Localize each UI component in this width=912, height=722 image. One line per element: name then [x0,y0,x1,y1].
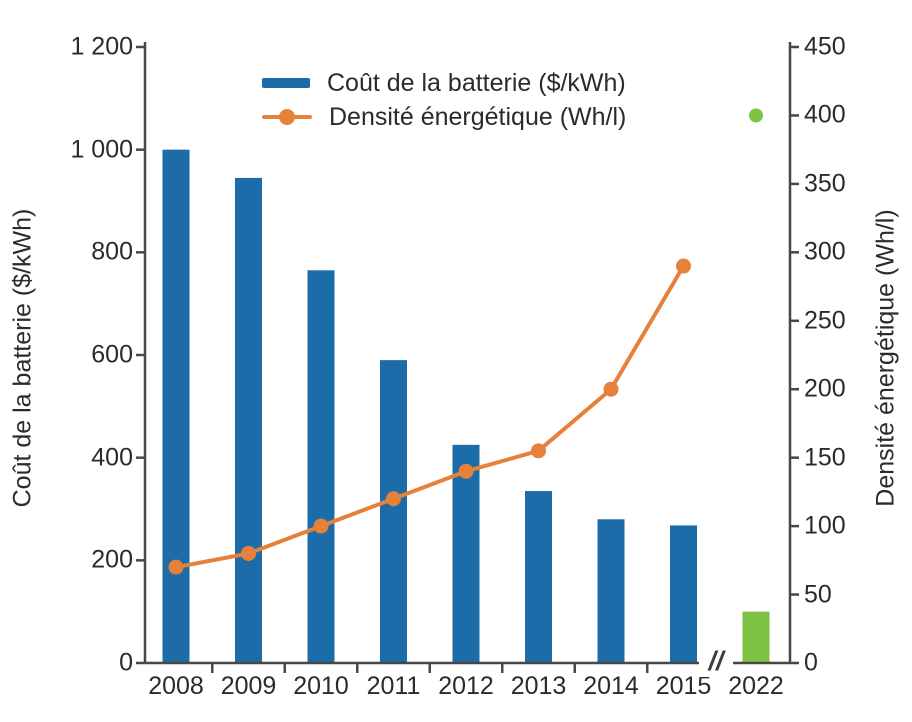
density-point-2013 [531,443,546,459]
left-axis-tick-label: 200 [91,545,133,574]
right-axis-tick-label: 200 [804,374,846,403]
right-axis-title: Densité énergétique (Wh/l) [871,209,900,507]
right-axis-tick-label: 450 [804,32,846,61]
legend: Coût de la batterie ($/kWh) Densité éner… [262,68,626,132]
x-axis-break-icon: // [699,645,733,677]
right-axis-tick-label: 250 [804,306,846,335]
density-point-2014 [603,381,619,397]
density-target-point-2022 [749,108,763,123]
left-axis-tick-label: 1 000 [70,135,133,164]
x-axis-label-2014: 2014 [583,672,639,700]
density-point-2015 [676,258,691,274]
right-axis-tick-label: 400 [804,100,846,129]
density-point-2008 [168,559,184,575]
density-line [175,265,686,570]
x-axis-label-2013: 2013 [510,672,567,700]
density-point-2009 [241,545,256,561]
cost-bar-2014 [597,519,625,663]
cost-bar-2008 [162,149,190,663]
density-point-2010 [313,518,329,534]
cost-target-bar-2022 [742,611,770,663]
legend-item-cost: Coût de la batterie ($/kWh) [262,68,626,98]
cost-bar-2015 [670,525,697,663]
right-axis-tick-label: 100 [804,511,846,540]
cost-bar-2010 [307,270,335,663]
density-point-2012 [458,463,474,479]
right-axis-tick-label: 0 [804,648,818,677]
cost-bar-2012 [452,444,480,663]
legend-density-dot-icon [279,109,295,125]
right-axis-tick-label: 150 [804,443,846,472]
legend-item-density: Densité énergétique (Wh/l) [262,102,626,132]
left-axis-title: Coût de la batterie ($/kWh) [8,208,37,508]
right-axis-tick-label: 300 [804,237,846,266]
cost-bar-2011 [380,360,407,663]
cost-bar-2013 [525,491,552,663]
legend-density-swatch [262,109,312,125]
left-axis-tick-label: 400 [91,443,133,472]
right-axis-tick-label: 350 [804,169,846,198]
x-axis-label-2022: 2022 [728,672,784,700]
x-axis-label-2009: 2009 [220,672,277,700]
left-axis-tick-label: 1 200 [70,32,133,61]
legend-cost-label: Coût de la batterie ($/kWh) [327,68,626,97]
density-point-2011 [386,491,401,507]
left-axis-tick-label: 600 [91,340,133,369]
cost-bar-2009 [235,177,262,663]
x-axis-label-2012: 2012 [438,672,494,700]
x-axis-label-2008: 2008 [148,672,204,700]
legend-density-label: Densité énergétique (Wh/l) [329,102,627,131]
x-axis-label-2015: 2015 [655,672,712,700]
left-axis-tick-label: 800 [91,237,133,266]
right-axis-tick-label: 50 [804,580,832,609]
x-axis-label-2011: 2011 [366,672,421,700]
left-axis-tick-label: 0 [119,648,133,677]
legend-cost-swatch [262,78,310,88]
x-axis-label-2010: 2010 [293,672,349,700]
